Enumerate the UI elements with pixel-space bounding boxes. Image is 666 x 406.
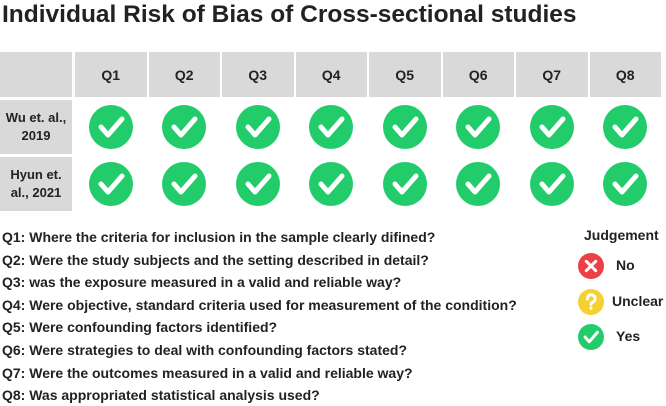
legend-label: Unclear	[612, 292, 664, 309]
judgement-cell	[295, 157, 367, 211]
column-header: Q2	[148, 52, 220, 97]
judgement-cell	[148, 157, 220, 211]
row-label: Hyun et. al., 2021	[0, 157, 72, 211]
judgement-cell	[148, 100, 220, 154]
judgement-cell	[295, 100, 367, 154]
column-header: Q7	[516, 52, 588, 97]
judgement-cell	[222, 157, 294, 211]
column-header: Q6	[442, 52, 514, 97]
legend-label: Yes	[616, 328, 641, 344]
column-header: Q1	[75, 52, 147, 97]
question: Q6: Were strategies to deal with confoun…	[2, 342, 408, 358]
column-header: Q8	[589, 52, 661, 97]
judgement-cell	[369, 157, 441, 211]
judgement-icon	[603, 105, 648, 149]
question: Q7: Were the outcomes measured in a vali…	[2, 364, 413, 381]
column-header: Q3	[222, 52, 294, 97]
header-corner	[0, 52, 72, 97]
judgement-cell	[369, 100, 441, 154]
question: Q3: was the exposure measured in a valid…	[2, 274, 402, 291]
judgement-icon	[603, 162, 648, 206]
judgement-icon	[529, 105, 574, 149]
question: Q8: Was appropriated statistical analysi…	[2, 387, 320, 404]
legend-title: Judgement	[584, 227, 659, 243]
title: Individual Risk of Bias of Cross-section…	[2, 1, 577, 28]
question: Q5: Were confounding factors identified?	[2, 319, 278, 336]
row-label: Wu et. al., 2019	[0, 100, 72, 154]
judgement-icon	[578, 324, 604, 350]
judgement-icon	[578, 288, 604, 315]
judgement-cell	[516, 157, 588, 211]
judgement-icon	[235, 105, 280, 149]
judgement-icon	[88, 105, 133, 149]
legend-icon	[578, 253, 604, 279]
judgement-cell	[75, 100, 147, 154]
judgement-cell	[442, 157, 514, 211]
column-header: Q4	[295, 52, 367, 97]
judgement-icon	[235, 162, 280, 206]
column-header: Q5	[369, 52, 441, 97]
judgement-cell	[442, 100, 514, 154]
question: Q1: Where the criteria for inclusion in …	[2, 229, 436, 245]
judgement-icon	[162, 105, 207, 149]
judgement-icon	[456, 162, 501, 206]
question: Q2: Were the study subjects and the sett…	[2, 251, 429, 268]
judgement-icon	[309, 105, 354, 149]
judgement-cell	[516, 100, 588, 154]
legend-icon	[578, 324, 604, 350]
judgement-icon	[88, 162, 133, 206]
judgement-cell	[222, 100, 294, 154]
judgement-icon	[382, 105, 427, 149]
legend-icon	[578, 288, 604, 315]
judgement-icon	[456, 105, 501, 149]
judgement-cell	[589, 100, 661, 154]
judgement-icon	[309, 162, 354, 206]
judgement-icon	[162, 162, 207, 206]
judgement-icon	[578, 253, 604, 279]
judgement-cell	[589, 157, 661, 211]
judgement-icon	[529, 162, 574, 206]
judgement-cell	[75, 157, 147, 211]
judgement-icon	[382, 162, 427, 206]
legend-label: No	[616, 257, 635, 273]
question: Q4: Were objective, standard criteria us…	[2, 296, 517, 313]
